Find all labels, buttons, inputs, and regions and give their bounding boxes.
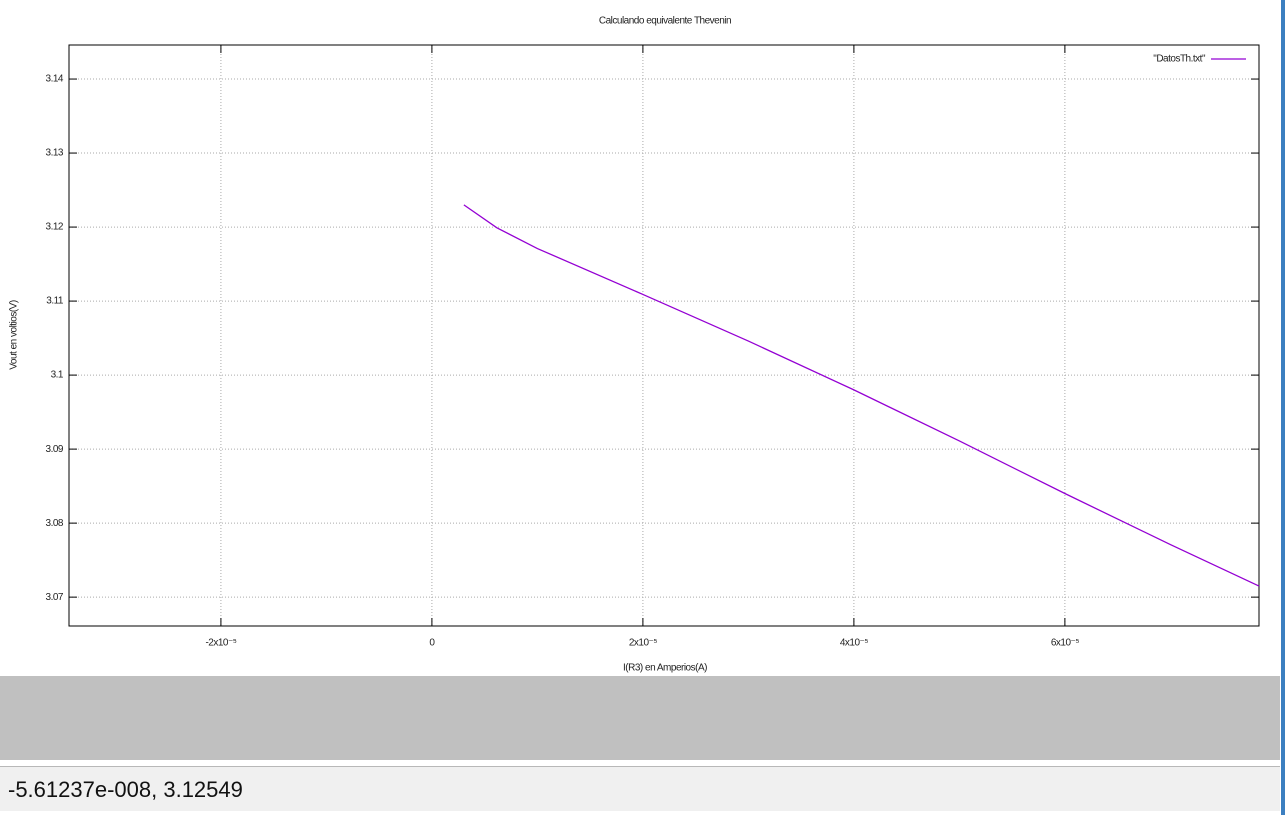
y-tick-label: 3.09: [46, 444, 64, 455]
y-tick-label: 3.11: [46, 296, 64, 307]
data-line: [463, 204, 1260, 587]
y-tick-label: 3.1: [51, 370, 64, 381]
plot-frame: [68, 44, 1260, 627]
y-tick-label: 3.14: [46, 74, 64, 85]
window-border: [1281, 0, 1285, 815]
y-tick-label: 3.07: [46, 592, 64, 603]
y-tick-label: 3.13: [46, 148, 64, 159]
coordinates: -5.61237e-008, 3.12549: [8, 777, 243, 802]
status-bar: -5.61237e-008, 3.12549: [0, 766, 1280, 811]
x-axis-label: I(R3) en Amperios(A): [623, 663, 707, 674]
panel: [0, 676, 1280, 760]
chart: Calculando equivalente Thevenin 3.07 3.08 3…: [9, 16, 1260, 674]
x-tick-label: -2x10⁻⁵: [205, 638, 236, 649]
x-tick-label: 6x10⁻⁵: [1051, 638, 1079, 649]
x-tick-label: 0: [429, 638, 435, 649]
y-axis-label: Vout en voltios(V): [9, 300, 20, 370]
y-tick-label: 3.08: [46, 518, 64, 529]
chart-title: Calculando equivalente Thevenin: [599, 16, 731, 27]
legend-label: "DatosTh.txt": [1153, 54, 1206, 65]
x-tick-label: 4x10⁻⁵: [840, 638, 868, 649]
x-tick-label: 2x10⁻⁵: [629, 638, 657, 649]
y-tick-label: 3.12: [46, 222, 64, 233]
